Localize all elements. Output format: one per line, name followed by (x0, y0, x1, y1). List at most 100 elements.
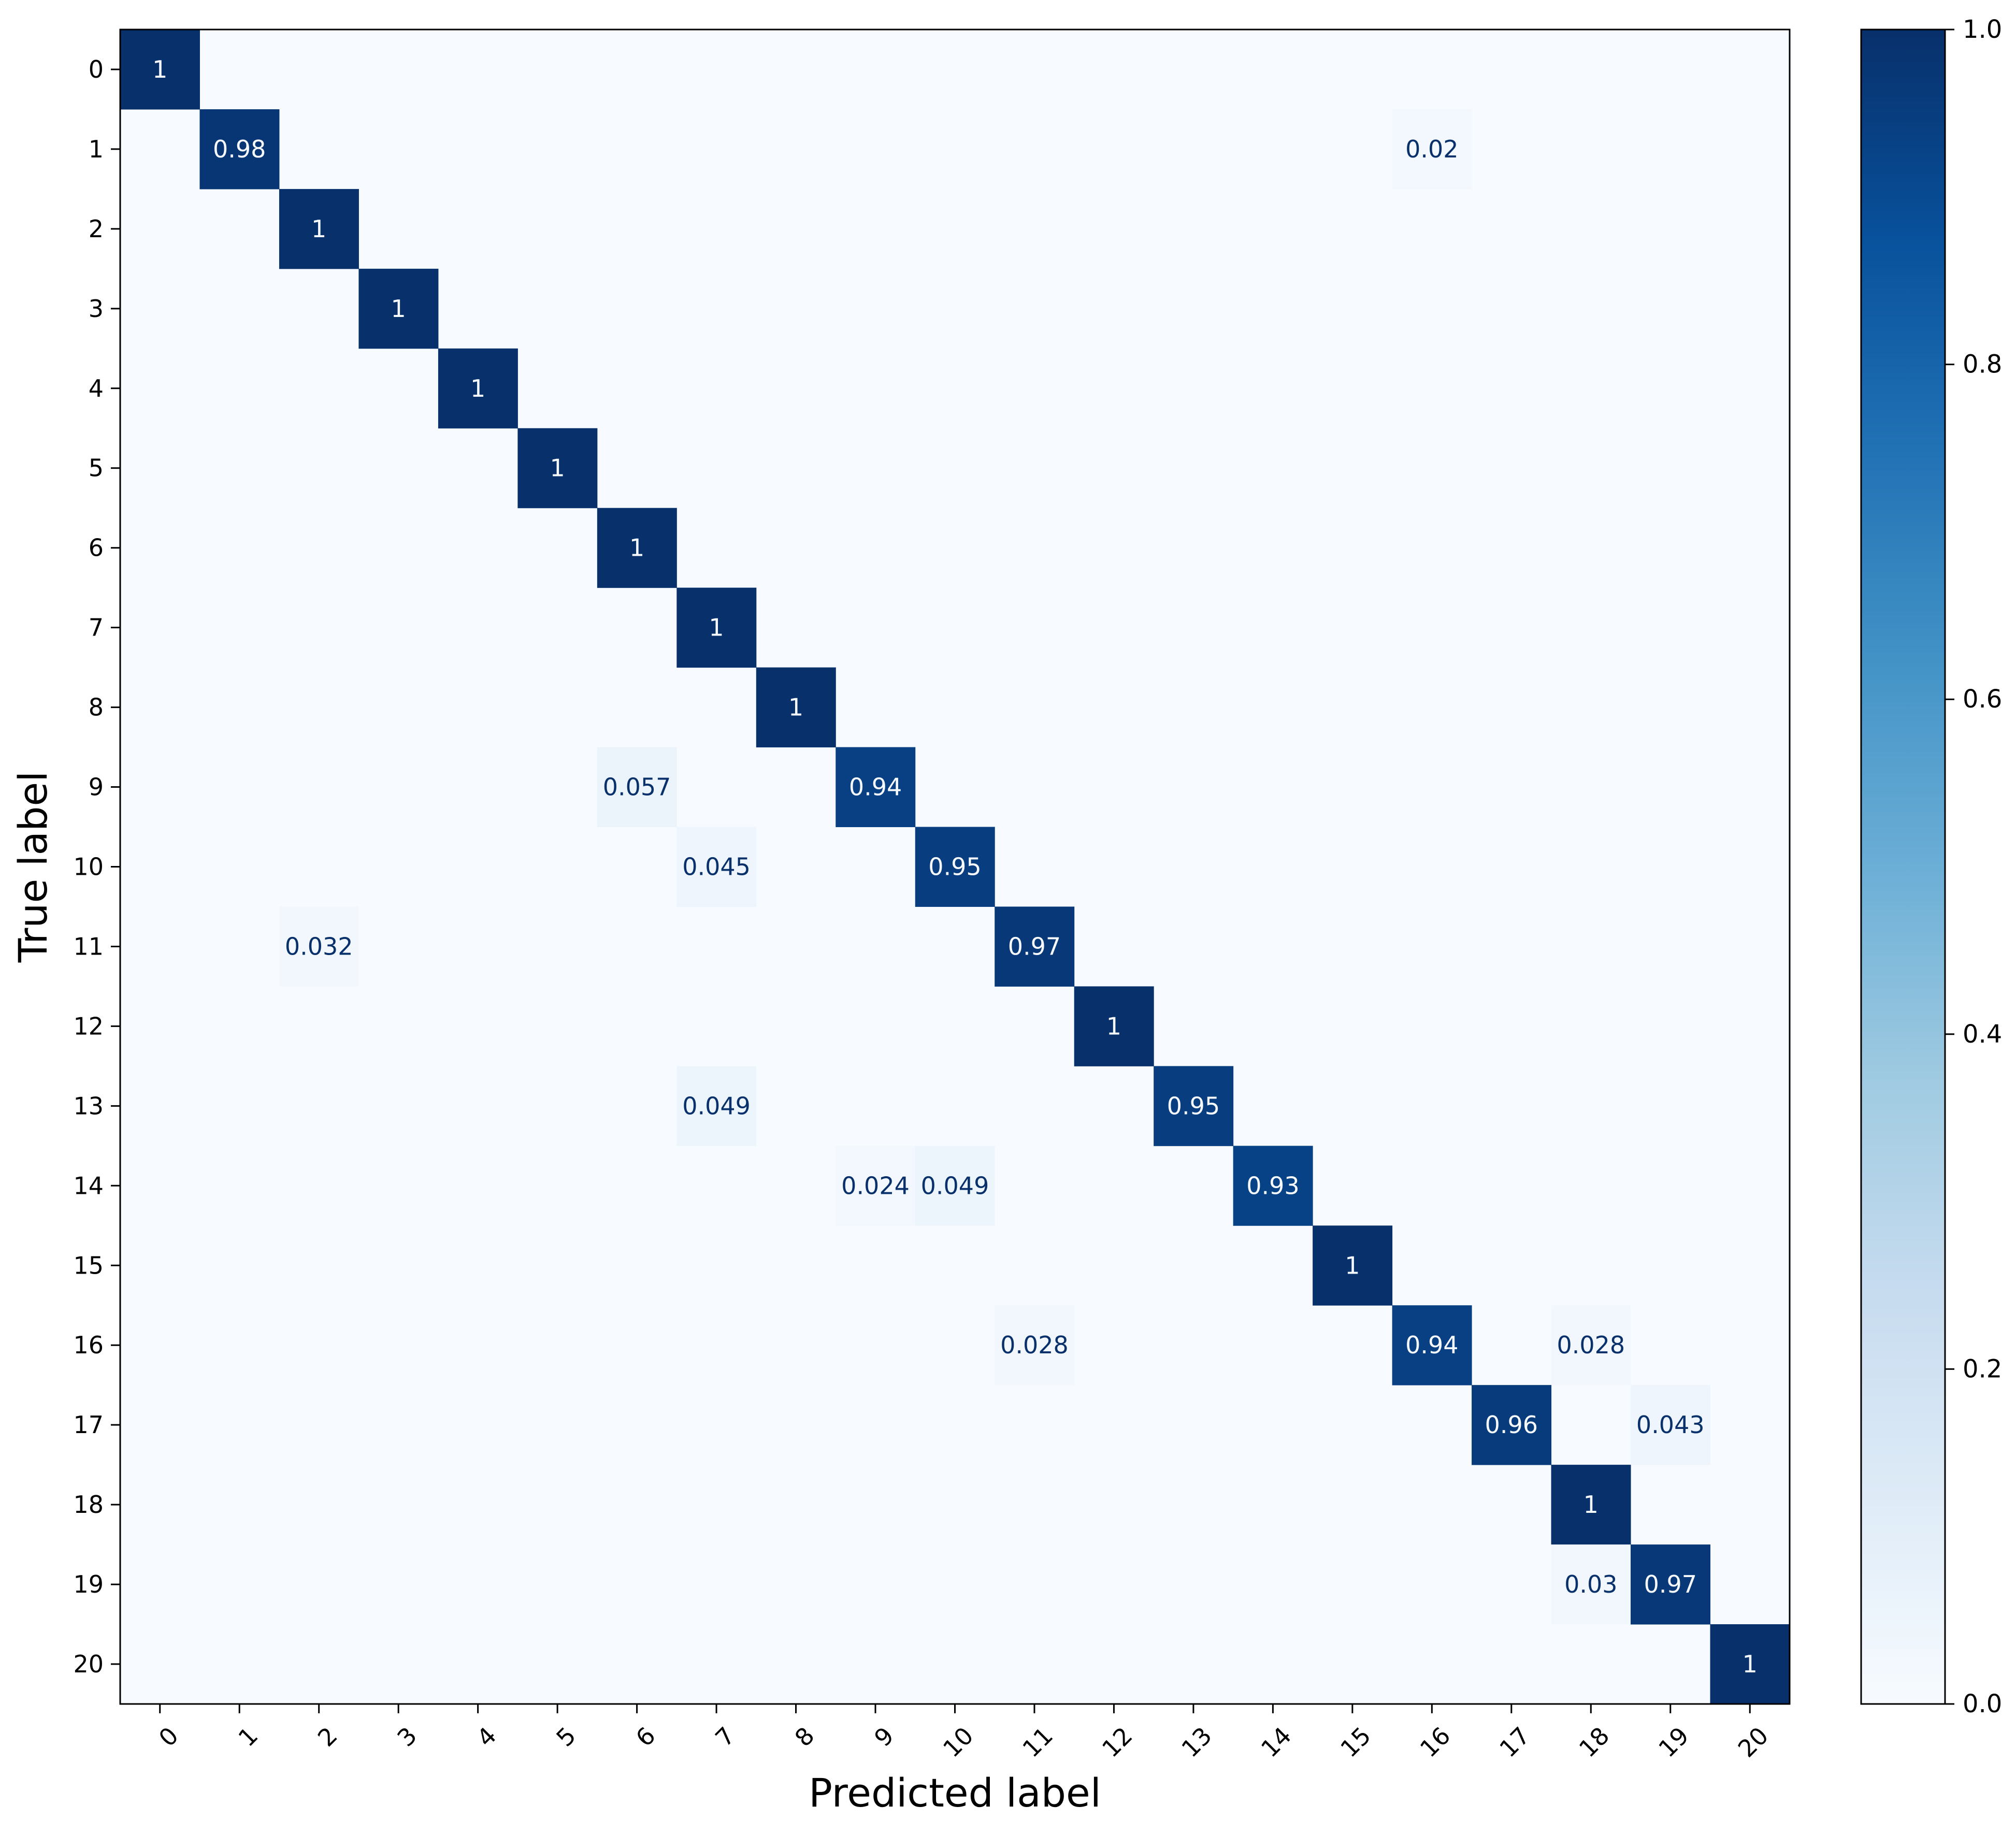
cell-value-label: 0.95 (1167, 1092, 1220, 1120)
x-axis-ticks: 0 1 2 3 4 5 6 7 8 9 10 11 12 13 14 15 16 17 18 19 20 (153, 1704, 1774, 1763)
cell-value-label: 0.98 (213, 135, 266, 163)
x-tick-label: 3 (392, 1722, 422, 1752)
x-tick-label: 18 (1574, 1722, 1615, 1763)
heatmap-cell (676, 587, 757, 668)
heatmap-cell (199, 109, 280, 190)
y-tick-label: 20 (73, 1650, 104, 1678)
cell-value-label: 1 (311, 215, 326, 243)
x-tick-label: 7 (710, 1722, 740, 1752)
y-tick-label: 11 (73, 932, 104, 960)
x-tick-label: 11 (1017, 1722, 1059, 1763)
heatmap-cell (358, 268, 439, 349)
heatmap-cell (1313, 1225, 1393, 1306)
x-tick-label: 20 (1733, 1722, 1774, 1763)
y-tick-label: 8 (89, 693, 104, 721)
x-tick-label: 4 (471, 1722, 502, 1752)
colorbar-tick-label: 0.6 (1963, 685, 2002, 714)
heatmap-cell (676, 827, 757, 907)
heatmap-cell (915, 827, 995, 907)
x-tick-label: 17 (1494, 1722, 1535, 1763)
cell-value-label: 0.94 (1405, 1331, 1458, 1359)
heatmap-cell (836, 1146, 916, 1226)
cell-value-label: 1 (470, 374, 485, 402)
cell-value-label: 0.03 (1564, 1570, 1617, 1598)
heatmap-cell (995, 906, 1075, 987)
y-tick-label: 4 (89, 374, 104, 402)
y-tick-label: 12 (73, 1012, 104, 1040)
cell-value-label: 0.96 (1485, 1411, 1538, 1439)
heatmap-cell (915, 1146, 995, 1226)
heatmap-cells (120, 30, 1790, 1704)
heatmap-cell (1551, 1305, 1631, 1385)
x-tick-label: 8 (789, 1722, 820, 1752)
cell-value-label: 1 (629, 534, 644, 562)
y-tick-label: 13 (73, 1092, 104, 1120)
x-tick-label: 14 (1256, 1722, 1297, 1763)
cell-value-label: 0.032 (285, 932, 353, 960)
cell-value-label: 0.049 (921, 1172, 989, 1200)
x-tick-label: 10 (938, 1722, 979, 1763)
cell-value-label: 1 (1106, 1012, 1121, 1040)
heatmap-cell (995, 1305, 1075, 1385)
heatmap-cell (1551, 1544, 1631, 1625)
y-tick-label: 10 (73, 853, 104, 881)
x-axis-label: Predicted label (809, 1770, 1101, 1816)
heatmap-cell (1392, 109, 1472, 190)
heatmap-cell (1472, 1385, 1552, 1465)
colorbar-tick-label: 0.4 (1963, 1020, 2002, 1049)
cell-value-label: 0.057 (603, 773, 671, 801)
heatmap-cell (1154, 1066, 1234, 1146)
x-tick-label: 1 (233, 1722, 263, 1752)
cell-value-label: 0.95 (928, 853, 981, 881)
cell-value-label: 0.93 (1246, 1172, 1299, 1200)
cell-value-label: 0.024 (841, 1172, 910, 1200)
heatmap-cell (1631, 1544, 1711, 1625)
cell-value-label: 0.049 (682, 1092, 751, 1120)
heatmap-cell (120, 30, 200, 110)
heatmap-cell (597, 508, 677, 588)
colorbar-tick-label: 1.0 (1963, 15, 2002, 44)
colorbar-tick-label: 0.0 (1963, 1689, 2002, 1718)
cell-value-label: 0.97 (1008, 932, 1061, 960)
cell-value-label: 0.045 (682, 853, 751, 881)
y-tick-label: 7 (89, 614, 104, 642)
y-tick-label: 17 (73, 1411, 104, 1439)
cell-value-label: 0.97 (1644, 1570, 1697, 1598)
x-tick-label: 2 (312, 1722, 343, 1752)
heatmap-cell (597, 747, 677, 828)
y-tick-label: 14 (73, 1172, 104, 1200)
heatmap-cell (1551, 1465, 1631, 1545)
heatmap-cell (1710, 1624, 1790, 1704)
colorbar-ticks: 0.0 0.2 0.4 0.6 0.8 1.0 (1945, 15, 2002, 1718)
cell-value-label: 1 (1583, 1491, 1599, 1519)
cell-annotations: 1 0.98 0.02 1 1 1 1 1 1 1 0.057 0.94 0.045 0.95 0.032 0… (152, 55, 1758, 1678)
heatmap-cell (1631, 1385, 1711, 1465)
x-tick-label: 12 (1097, 1722, 1138, 1763)
y-axis-label: True label (10, 771, 56, 963)
x-tick-label: 5 (551, 1722, 581, 1752)
y-tick-label: 19 (73, 1570, 104, 1598)
y-tick-label: 18 (73, 1491, 104, 1519)
y-tick-label: 1 (89, 135, 104, 163)
heatmap-cell (756, 667, 836, 748)
colorbar (1860, 28, 1946, 1705)
y-tick-label: 2 (89, 215, 104, 243)
cell-value-label: 1 (152, 55, 167, 83)
y-tick-label: 0 (89, 55, 104, 83)
heatmap-cell (279, 189, 359, 269)
cell-value-label: 1 (788, 693, 803, 721)
x-tick-label: 19 (1653, 1722, 1694, 1763)
x-tick-label: 0 (153, 1722, 184, 1752)
cell-value-label: 0.02 (1405, 135, 1458, 163)
heatmap-cell (1074, 986, 1154, 1066)
heatmap-cell (1233, 1146, 1313, 1226)
heatmap-cell (1392, 1305, 1472, 1385)
x-tick-label: 15 (1335, 1722, 1376, 1763)
heatmap-cell (676, 1066, 757, 1146)
x-tick-label: 16 (1415, 1722, 1456, 1763)
x-tick-label: 6 (630, 1722, 661, 1752)
y-tick-label: 5 (89, 454, 104, 482)
